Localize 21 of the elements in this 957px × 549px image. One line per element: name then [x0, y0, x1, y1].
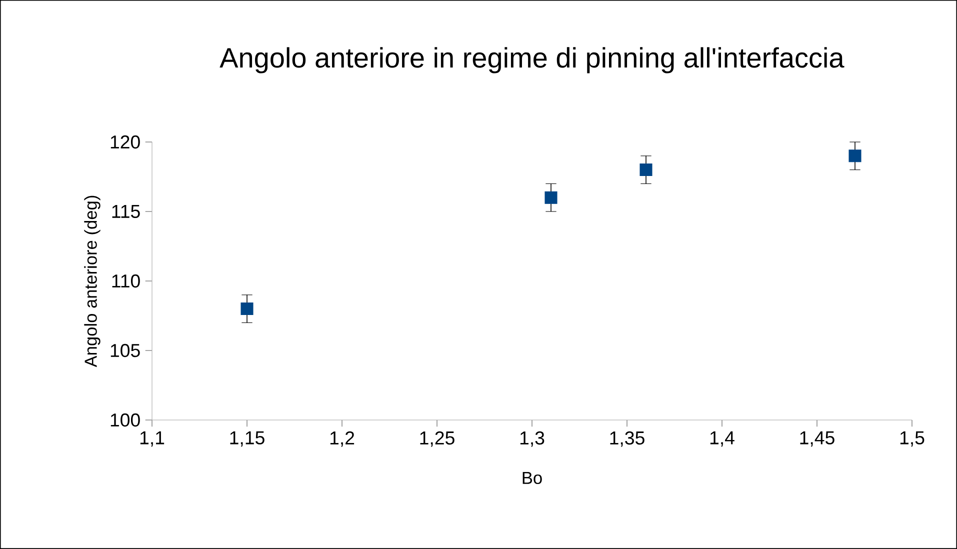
- x-tick-label: 1,3: [520, 431, 544, 447]
- y-tick-label: 110: [112, 274, 140, 288]
- x-tick-label: 1,4: [710, 431, 734, 447]
- x-tick-label: 1,2: [330, 431, 354, 447]
- y-tick-label: 105: [110, 344, 140, 358]
- x-tick-label: 1,1: [140, 431, 164, 447]
- x-tick-label: 1,45: [800, 431, 834, 447]
- point: [240, 302, 254, 316]
- x-tick-label: 1,15: [230, 431, 264, 447]
- x-tick-label: 1,25: [420, 431, 454, 447]
- point: [848, 150, 862, 162]
- chart-title: Angolo anteriore in regime di pinning all'interfaccia: [220, 47, 844, 74]
- y-axis-title: Angolo anteriore (deg): [84, 196, 100, 368]
- x-tick-label: 1,5: [900, 431, 924, 447]
- point: [544, 191, 558, 204]
- point: [640, 164, 652, 176]
- x-axis-title: Bo: [522, 472, 542, 484]
- y-tick-label: 100: [110, 413, 140, 427]
- y-tick-label: 115: [112, 204, 140, 218]
- x-tick-label: 1,35: [610, 431, 644, 447]
- y-tick-label: 120: [110, 135, 140, 149]
